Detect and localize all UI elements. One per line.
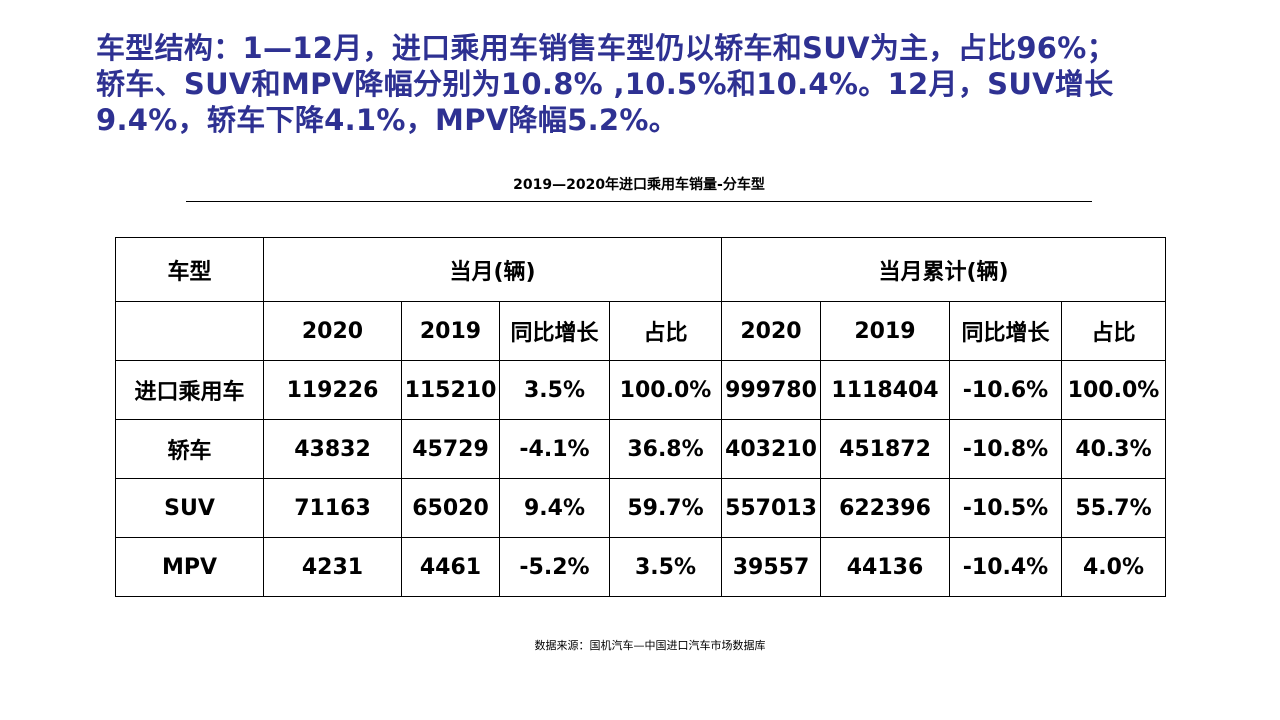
table-cell: 119226 <box>263 360 402 420</box>
row-label: MPV <box>115 537 264 597</box>
table-cell: 100.0% <box>609 360 722 420</box>
subheader-cum-yoy: 同比增长 <box>949 301 1062 361</box>
table-title: 2019—2020年进口乘用车销量-分车型 <box>513 177 765 193</box>
subheader-empty <box>115 301 264 361</box>
headline-line-3: 9.4%，轿车下降4.1%，MPV降幅5.2%。 <box>96 103 679 137</box>
table-cell: 1118404 <box>820 360 950 420</box>
table-cell: -10.4% <box>949 537 1062 597</box>
table-cell: 43832 <box>263 419 402 479</box>
table-cell: -10.8% <box>949 419 1062 479</box>
header-cumulative: 当月累计(辆) <box>721 237 1166 302</box>
table-cell: 9.4% <box>499 478 610 538</box>
subheader-cum-share: 占比 <box>1061 301 1166 361</box>
subheader-month-yoy: 同比增长 <box>499 301 610 361</box>
row-label: 进口乘用车 <box>115 360 264 420</box>
header-vehicle-type: 车型 <box>115 237 264 302</box>
table-cell: 65020 <box>401 478 500 538</box>
table-cell: 403210 <box>721 419 821 479</box>
table-cell: -5.2% <box>499 537 610 597</box>
table-cell: 557013 <box>721 478 821 538</box>
table-subheader-row: 2020 2019 同比增长 占比 2020 2019 同比增长 占比 <box>115 301 1166 361</box>
subheader-month-share: 占比 <box>609 301 722 361</box>
table-cell: -4.1% <box>499 419 610 479</box>
table-cell: 3.5% <box>499 360 610 420</box>
subheader-cum-2020: 2020 <box>721 301 821 361</box>
table-cell: 59.7% <box>609 478 722 538</box>
sales-by-vehicle-type-table: 车型 当月(辆) 当月累计(辆) 2020 2019 同比增长 占比 2020 … <box>115 237 1166 597</box>
table-cell: -10.6% <box>949 360 1062 420</box>
table-cell: 71163 <box>263 478 402 538</box>
table-cell: 55.7% <box>1061 478 1166 538</box>
row-label: 轿车 <box>115 419 264 479</box>
table-cell: 44136 <box>820 537 950 597</box>
table-cell: 999780 <box>721 360 821 420</box>
table-cell: 115210 <box>401 360 500 420</box>
table-cell: 39557 <box>721 537 821 597</box>
table-cell: 3.5% <box>609 537 722 597</box>
headline: 车型结构：1—12月，进口乘用车销售车型仍以轿车和SUV为主，占比96%； 轿车… <box>96 30 1246 138</box>
subheader-cum-2019: 2019 <box>820 301 950 361</box>
table-row: 轿车 43832 45729 -4.1% 36.8% 403210 451872… <box>115 419 1166 479</box>
table-cell: 4461 <box>401 537 500 597</box>
subheader-month-2019: 2019 <box>401 301 500 361</box>
table-cell: 40.3% <box>1061 419 1166 479</box>
data-source-note: 数据来源：国机汽车—中国进口汽车市场数据库 <box>534 639 766 652</box>
header-current-month: 当月(辆) <box>263 237 722 302</box>
title-divider <box>186 201 1092 202</box>
row-label: SUV <box>115 478 264 538</box>
table-header-row: 车型 当月(辆) 当月累计(辆) <box>115 237 1166 302</box>
table-cell: -10.5% <box>949 478 1062 538</box>
table-cell: 4231 <box>263 537 402 597</box>
table-row: 进口乘用车 119226 115210 3.5% 100.0% 999780 1… <box>115 360 1166 420</box>
table-cell: 622396 <box>820 478 950 538</box>
table-row: MPV 4231 4461 -5.2% 3.5% 39557 44136 -10… <box>115 537 1166 597</box>
headline-line-1: 车型结构：1—12月，进口乘用车销售车型仍以轿车和SUV为主，占比96%； <box>96 31 1116 65</box>
table-cell: 451872 <box>820 419 950 479</box>
table-cell: 4.0% <box>1061 537 1166 597</box>
table-cell: 36.8% <box>609 419 722 479</box>
table-cell: 100.0% <box>1061 360 1166 420</box>
headline-line-2: 轿车、SUV和MPV降幅分别为10.8% ,10.5%和10.4%。12月，SU… <box>96 67 1114 101</box>
table-cell: 45729 <box>401 419 500 479</box>
table-row: SUV 71163 65020 9.4% 59.7% 557013 622396… <box>115 478 1166 538</box>
subheader-month-2020: 2020 <box>263 301 402 361</box>
